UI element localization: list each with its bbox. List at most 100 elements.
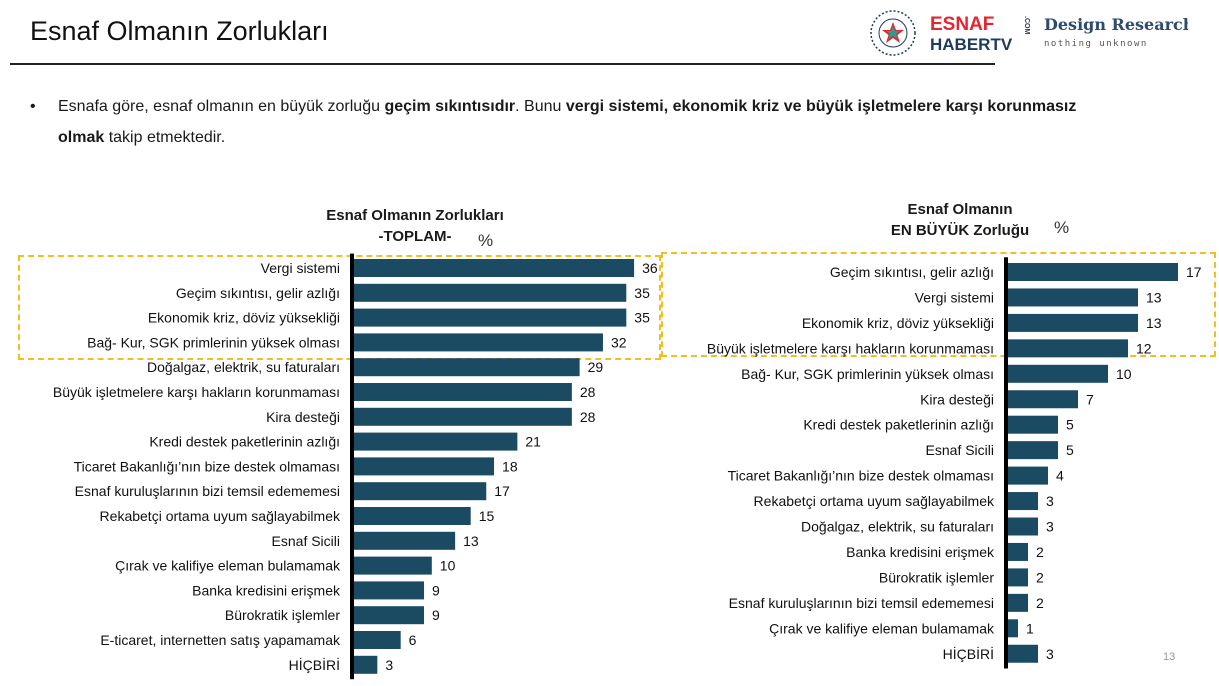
chart1-bar	[1008, 619, 1018, 638]
svg-text:ESNAF: ESNAF	[930, 14, 994, 35]
chart1-value-label: 10	[1116, 366, 1132, 382]
chart1-category-label: Ticaret Bakanlığı’nın bize destek olmama…	[728, 468, 994, 484]
chart1-value-label: 12	[1136, 340, 1152, 356]
right-chart-title-line2: EN BÜYÜK Zorluğu	[890, 222, 1030, 239]
chart0-category-label: Ticaret Bakanlığı’nın bize destek olmama…	[74, 458, 340, 474]
chart1-bar	[1008, 441, 1058, 460]
chart1-value-label: 5	[1066, 417, 1074, 433]
chart0-value-label: 21	[525, 434, 541, 450]
left-chart-title: Esnaf Olmanın Zorlukları -TOPLAM-	[270, 205, 560, 247]
chart0-category-label: E-ticaret, internetten satış yapamamak	[100, 632, 341, 648]
chart1-axis	[1004, 257, 1008, 669]
chart1-value-label: 3	[1046, 519, 1054, 535]
chart0-category-label: Çırak ve kalifiye eleman bulamamak	[115, 558, 341, 574]
chart0-category-label: HİÇBİRİ	[289, 656, 340, 673]
chart0-value-label: 9	[432, 582, 440, 598]
chart1-value-label: 13	[1146, 315, 1162, 331]
chart1-category-label: Kira desteği	[920, 391, 994, 407]
chart1-bar	[1008, 390, 1078, 409]
chart0-value-label: 10	[440, 558, 456, 574]
chart0-value-label: 36	[642, 260, 658, 276]
chart0-axis	[350, 253, 354, 680]
chart0-value-label: 29	[588, 359, 604, 375]
svg-text:nothing unknown: nothing unknown	[1044, 39, 1148, 49]
title-divider	[10, 63, 995, 65]
chart0-category-label: Bağ- Kur, SGK primlerinin yüksek olması	[87, 334, 340, 350]
chart0-value-label: 9	[432, 607, 440, 623]
chart1-bar	[1008, 415, 1058, 434]
chart1-category-label: Bürokratik işlemler	[879, 569, 994, 585]
logo-group: ESNAF HABERTV .COM Design Research nothi…	[870, 10, 1188, 56]
right-chart-unit: %	[1054, 218, 1070, 237]
chart1-category-label: Kredi destek paketlerinin azlığı	[803, 417, 994, 433]
chart1-value-label: 2	[1036, 544, 1044, 560]
chart0-category-label: Geçim sıkıntısı, gelir azlığı	[176, 285, 340, 301]
chart0-value-label: 35	[634, 310, 650, 326]
chart1-category-label: Bağ- Kur, SGK primlerinin yüksek olması	[741, 366, 994, 382]
chart0-category-label: Doğalgaz, elektrik, su faturaları	[147, 359, 340, 375]
chart1-bar	[1008, 339, 1128, 358]
chart0-category-label: Büyük işletmelere karşı hakların korunma…	[53, 384, 340, 400]
chart0-bar	[354, 358, 580, 377]
chart1-value-label: 17	[1186, 264, 1202, 280]
chart0-category-label: Esnaf Sicili	[272, 533, 340, 549]
chart1-value-label: 3	[1046, 493, 1054, 509]
summary-text-2: . Bunu	[515, 98, 566, 115]
chart1-value-label: 2	[1036, 595, 1044, 611]
chart0-category-label: Kira desteği	[266, 409, 340, 425]
chart1-category-label: Vergi sistemi	[915, 289, 994, 305]
page-title: Esnaf Olmanın Zorlukları	[30, 16, 329, 46]
summary-text-3: takip etmektedir.	[104, 129, 226, 146]
chart1-bar	[1008, 542, 1028, 561]
summary-text-1: Esnafa göre, esnaf olmanın en büyük zorl…	[58, 98, 385, 115]
right-highlight-box	[661, 252, 1216, 357]
chart1-bar	[1008, 644, 1038, 663]
left-chart-unit: %	[478, 231, 494, 250]
right-chart-title-line1: Esnaf Olmanın	[907, 201, 1013, 218]
chart0-category-label: Kredi destek paketlerinin azlığı	[149, 434, 340, 450]
chart1-value-label: 13	[1146, 289, 1162, 305]
chart0-bar	[354, 432, 518, 451]
chart1-value-label: 2	[1036, 569, 1044, 585]
chart0-value-label: 13	[463, 533, 479, 549]
chart0-bar	[354, 283, 627, 302]
chart1-value-label: 1	[1026, 620, 1034, 636]
chart0-category-label: Vergi sistemi	[261, 260, 340, 276]
chart1-bar	[1008, 263, 1178, 281]
chart0-bar	[354, 259, 635, 277]
chart1-bar	[1008, 517, 1038, 536]
chart1-bar	[1008, 288, 1138, 307]
chart1-value-label: 4	[1056, 468, 1064, 484]
summary-text: Esnafa göre, esnaf olmanın en büyük zorl…	[58, 91, 1118, 153]
chart0-value-label: 18	[502, 458, 518, 474]
chart0-value-label: 17	[494, 483, 510, 499]
chart1-bar	[1008, 593, 1028, 612]
chart0-value-label: 28	[580, 384, 596, 400]
design-research-logo: Design Research nothing unknown	[1044, 15, 1188, 49]
chart1-category-label: Ekonomik kriz, döviz yüksekliği	[802, 315, 994, 331]
chart1-bar	[1008, 364, 1108, 383]
chart0-value-label: 28	[580, 409, 596, 425]
svg-text:.COM: .COM	[1023, 16, 1030, 34]
chart0-bar	[354, 631, 401, 649]
chart0-bar	[354, 655, 378, 674]
right-chart-title: Esnaf Olmanın EN BÜYÜK Zorluğu	[820, 199, 1100, 241]
chart1-bar	[1008, 568, 1028, 587]
chart0-bar	[354, 606, 425, 625]
chart1-value-label: 7	[1086, 391, 1094, 407]
chart0-value-label: 3	[385, 657, 393, 673]
chart0-bar	[354, 407, 572, 426]
chart1-category-label: Banka kredisini erişmek	[846, 544, 995, 560]
chart1-value-label: 5	[1066, 442, 1074, 458]
left-highlight-box	[18, 255, 661, 360]
chart0-bar	[354, 308, 627, 327]
chart0-bar	[354, 383, 572, 401]
left-chart-title-line2: -TOPLAM-	[378, 228, 452, 245]
svg-text:Design Research: Design Research	[1044, 15, 1188, 34]
chart0-category-label: Banka kredisini erişmek	[192, 582, 341, 598]
chart1-category-label: Esnaf Sicili	[926, 442, 994, 458]
chart1-category-label: Çırak ve kalifiye eleman bulamamak	[769, 620, 995, 636]
chart0-bar	[354, 333, 603, 352]
chart0-value-label: 35	[634, 285, 650, 301]
chart1-category-label: HİÇBİRİ	[943, 645, 994, 662]
